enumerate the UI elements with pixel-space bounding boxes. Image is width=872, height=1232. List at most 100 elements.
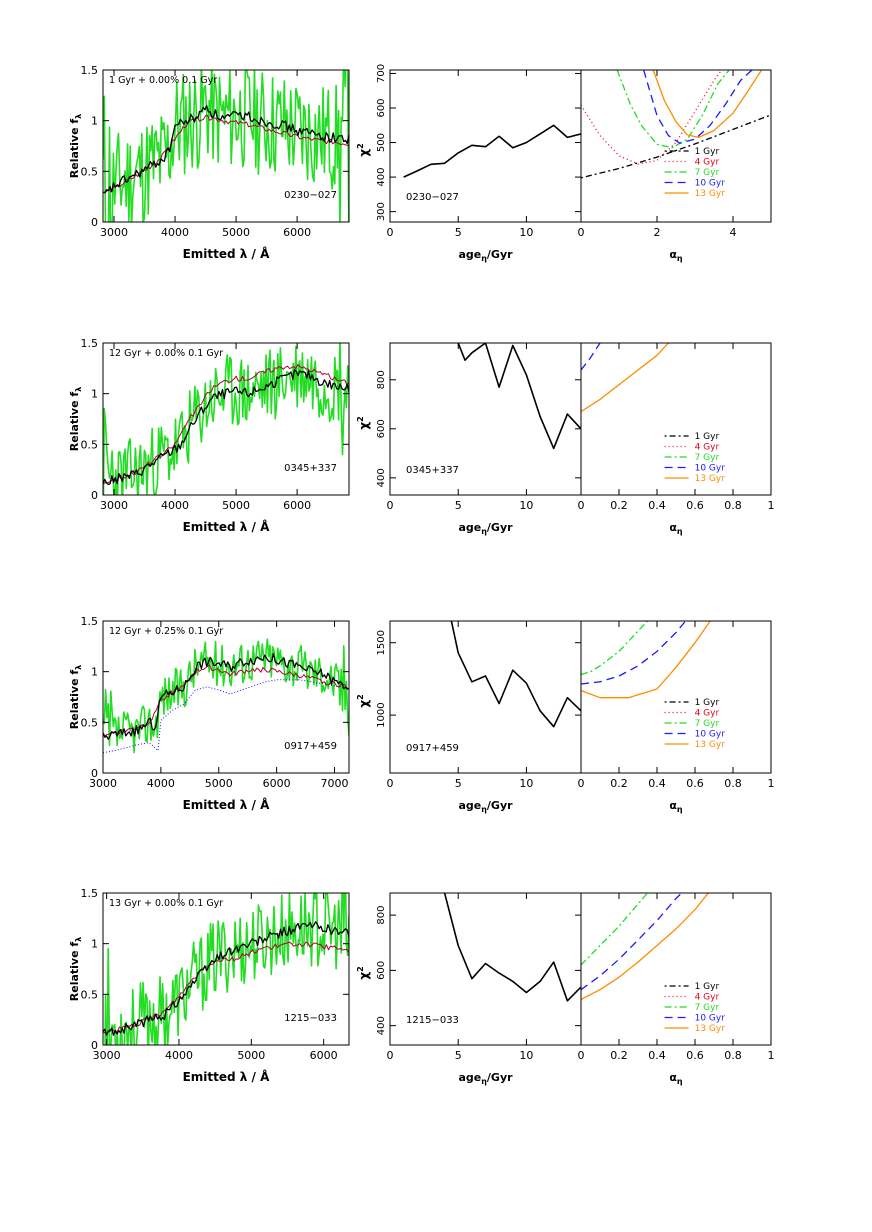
y-tick-label: 800: [376, 906, 387, 925]
y-tick-label: 400: [376, 1016, 387, 1035]
axes-frame: [580, 620, 772, 774]
x-axis-label-subscript: η: [677, 805, 683, 814]
observed-spectrum: [103, 369, 349, 486]
chi2-age-line: [450, 621, 581, 728]
y-tick-label: 700: [376, 64, 387, 83]
legend-label: 7 Gyr: [695, 719, 720, 729]
y-tick-label: 300: [376, 202, 387, 221]
x-tick-label: 0.2: [610, 499, 628, 512]
chi2-age-line: [457, 343, 581, 450]
x-tick-label: 0.6: [686, 499, 704, 512]
chi2-alpha-series-1-gyr: [581, 114, 771, 179]
y-axis-label: χ2: [356, 416, 371, 429]
chi2-age-line: [403, 124, 581, 178]
x-tick-label: 0: [578, 777, 585, 790]
legend-label: 1 Gyr: [695, 698, 720, 708]
x-tick-label: 1: [768, 499, 775, 512]
x-axis-label: ageη/Gyr: [458, 248, 513, 263]
y-tick-label: 1.5: [81, 887, 99, 900]
x-tick-label: 0.4: [648, 1049, 666, 1062]
legend-label: 1 Gyr: [695, 432, 720, 442]
y-tick-label: 0.5: [81, 438, 99, 451]
x-axis-label-rest: /Gyr: [487, 521, 513, 534]
legend-label: 4 Gyr: [695, 993, 720, 1003]
x-tick-label: 5: [455, 1049, 462, 1062]
legend-label: 4 Gyr: [695, 443, 720, 453]
y-tick-label: 1.5: [81, 615, 99, 628]
object-label: 0345+337: [406, 465, 459, 476]
panel-chi2_age-row2: 0 5 10 400 600 800 ageη/Gyr χ2 0345+337: [356, 342, 582, 536]
y-tick-label: 1: [91, 938, 98, 951]
legend-label: 1 Gyr: [695, 147, 720, 157]
chi2-alpha-series-13-gyr: [581, 621, 711, 699]
x-tick-label: 4000: [147, 777, 175, 790]
y-tick-label: 0: [91, 216, 98, 229]
plot-area: [581, 893, 709, 1000]
chi2-alpha-series-10-gyr: [643, 70, 753, 144]
x-tick-label: 10: [519, 777, 533, 790]
legend-label: 4 Gyr: [695, 158, 720, 168]
y-tick-label: 1.5: [81, 64, 99, 77]
y-tick-label: 0: [91, 1039, 98, 1052]
x-tick-label: 6000: [283, 499, 311, 512]
y-tick-label: 1500: [376, 630, 387, 655]
x-axis-label-subscript: η: [481, 1077, 487, 1086]
x-tick-label: 4000: [161, 499, 189, 512]
model-annotation: 13 Gyr + 0.00% 0.1 Gyr: [109, 898, 223, 909]
noisy-observed-spectrum: [103, 343, 349, 495]
y-tick-label: 600: [376, 961, 387, 980]
model-spectrum: [103, 941, 349, 1035]
y-tick-label: 600: [376, 98, 387, 117]
x-axis-label: Emitted λ / Å: [183, 519, 271, 534]
observed-spectrum: [103, 921, 349, 1036]
x-axis-label: Emitted λ / Å: [183, 246, 271, 261]
x-axis-label: ageη/Gyr: [458, 1071, 513, 1086]
y-tick-label: 0: [91, 767, 98, 780]
legend-label: 7 Gyr: [695, 168, 720, 178]
plot-area: [581, 621, 711, 699]
x-tick-label: 4000: [161, 226, 189, 239]
x-tick-label: 5000: [222, 226, 250, 239]
noisy-observed-spectrum: [104, 893, 349, 1045]
panel-chi2_age-row4: 0 5 10 400 600 800 ageη/Gyr χ2 1215−033: [356, 892, 582, 1086]
y-axis-label-subscript: λ: [74, 937, 83, 942]
x-axis-label: Emitted λ / Å: [183, 797, 271, 812]
model-annotation: 12 Gyr + 0.25% 0.1 Gyr: [109, 626, 223, 637]
y-axis-label-superscript: 2: [356, 416, 365, 422]
x-axis-label-subscript: η: [677, 254, 683, 263]
y-axis-label: Relative fλ: [68, 114, 83, 178]
plot-area: [103, 343, 349, 495]
legend-label: 13 Gyr: [695, 474, 726, 484]
observed-spectrum: [103, 105, 349, 194]
x-tick-label: 5: [455, 777, 462, 790]
object-label: 0917+459: [406, 743, 459, 754]
plot-area: [450, 621, 581, 728]
panel-spectrum-row1: 3000 4000 5000 6000 0 0.5 1 1.5 Emitted λ / Å Rel…: [68, 64, 350, 261]
x-tick-label: 2: [654, 226, 661, 239]
panel-spectrum-row2: 3000 4000 5000 6000 0 0.5 1 1.5 Emitted λ / Å Rel…: [68, 337, 350, 534]
x-tick-label: 0: [387, 777, 394, 790]
x-tick-label: 0: [387, 226, 394, 239]
axes-frame: [102, 69, 350, 223]
y-tick-label: 1: [91, 666, 98, 679]
y-axis-label-superscript: 2: [356, 694, 365, 700]
x-axis-label-subscript: η: [677, 527, 683, 536]
legend-label: 10 Gyr: [695, 179, 726, 189]
x-axis-label: αη: [669, 799, 683, 814]
x-axis-label-subscript: η: [481, 527, 487, 536]
y-tick-label: 1.5: [81, 337, 99, 350]
x-tick-label: 5: [455, 499, 462, 512]
x-axis-label-rest: /Gyr: [487, 1071, 513, 1084]
chi2-alpha-series-13-gyr: [652, 70, 763, 139]
legend-label: 4 Gyr: [695, 709, 720, 719]
x-tick-label: 5000: [205, 777, 233, 790]
chi2-alpha-series-7-gyr: [616, 70, 730, 149]
panel-chi2_age-row1: 0 5 10 300 400 500 600 700 ageη/Gyr χ2 0230−027: [356, 64, 582, 263]
x-axis-label: αη: [669, 1071, 683, 1086]
x-tick-label: 5000: [237, 1049, 265, 1062]
x-tick-label: 0: [578, 499, 585, 512]
y-tick-label: 1000: [376, 702, 387, 727]
x-tick-label: 4000: [165, 1049, 193, 1062]
